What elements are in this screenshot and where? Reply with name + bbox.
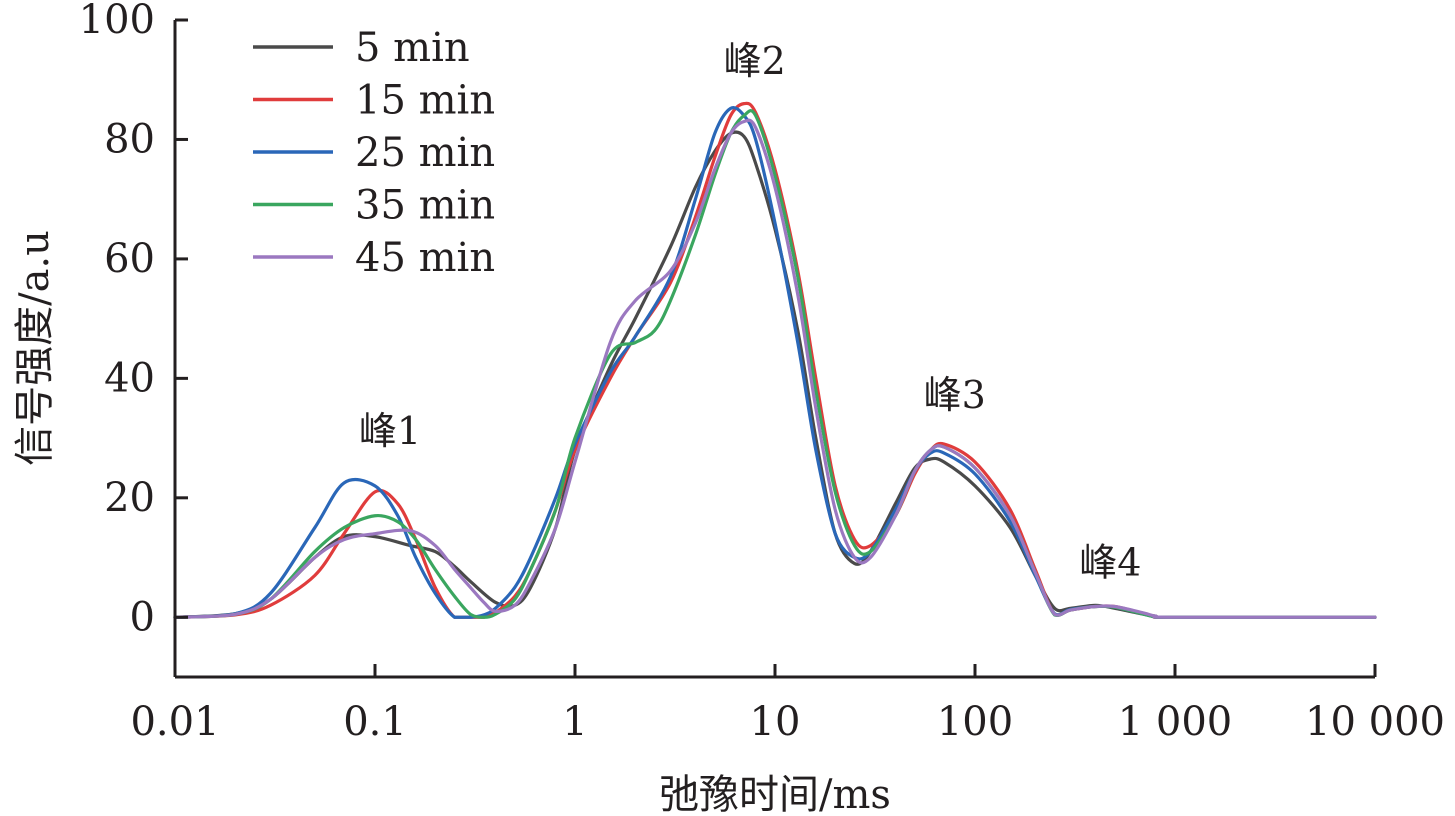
x-axis-title: 弛豫时间/ms — [659, 772, 891, 816]
x-tick-label: 10 — [750, 699, 801, 745]
x-tick-label: 100 — [937, 699, 1013, 745]
legend-label: 35 min — [355, 183, 495, 229]
y-tick-label: 60 — [104, 236, 155, 282]
y-tick-label: 100 — [79, 0, 155, 43]
x-tick-label: 10 000 — [1305, 699, 1445, 745]
legend-label: 5 min — [355, 25, 470, 71]
peak-label: 峰4 — [1079, 540, 1141, 584]
peak-annotations: 峰1 峰2 峰3 峰4 — [359, 39, 1142, 585]
x-tick-label: 1 — [562, 699, 587, 745]
series-line-45-min — [173, 118, 1377, 619]
axes — [173, 18, 1377, 679]
y-tick-label: 40 — [104, 355, 155, 401]
peak-label: 峰2 — [724, 39, 786, 83]
legend: 5 min 15 min 25 min 35 min 45 min — [253, 25, 495, 281]
y-tick-label: 0 — [130, 594, 155, 640]
tick-labels: 0 20 40 60 80 100 0.01 0.1 1 10 100 1 000 10 000 — [79, 0, 1445, 745]
legend-label: 15 min — [355, 78, 495, 124]
legend-label: 45 min — [355, 235, 495, 281]
x-tick-label: 1 000 — [1118, 699, 1233, 745]
series-layer — [173, 101, 1377, 619]
x-tick-label: 0.1 — [343, 699, 407, 745]
y-axis-title: 信号强度/a.u — [12, 230, 58, 466]
peak-label: 峰3 — [924, 373, 986, 417]
peak-label: 峰1 — [359, 409, 421, 453]
y-tick-label: 20 — [104, 475, 155, 521]
x-tick-label: 0.01 — [130, 699, 219, 745]
y-tick-label: 80 — [104, 116, 155, 162]
legend-label: 25 min — [355, 130, 495, 176]
